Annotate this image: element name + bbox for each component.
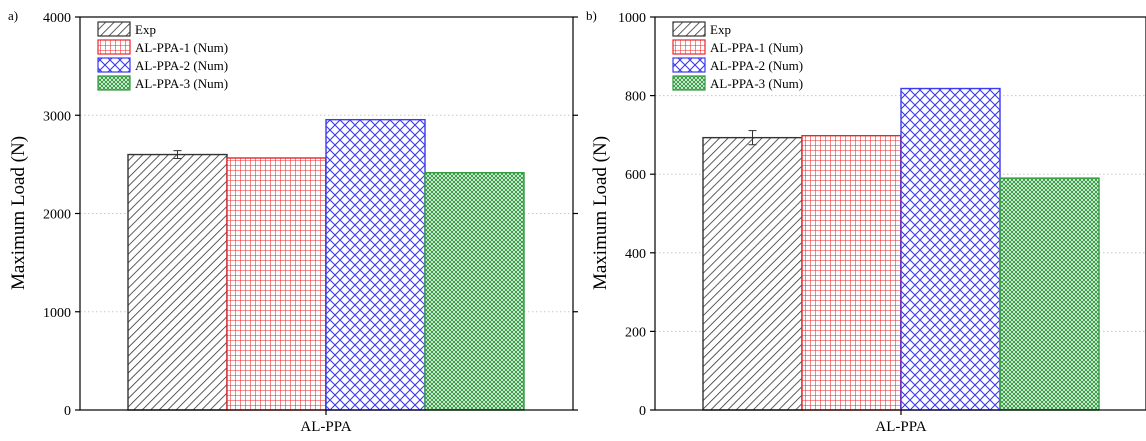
- legend-label: AL-PPA-1 (Num): [135, 40, 228, 55]
- legend-label: Exp: [710, 22, 731, 37]
- bar-1: [702, 136, 803, 411]
- y-tick-label: 600: [625, 168, 646, 183]
- panel-label: a): [8, 8, 18, 23]
- legend: Exp AL-PPA-1 (Num) AL-PPA-2 (Num) AL-PPA-3 …: [672, 21, 803, 91]
- chart-panel-a: a) Maximum Load (N) 0 1000 2000 3000 4000 AL-…: [8, 8, 578, 435]
- legend-label: AL-PPA-2 (Num): [135, 58, 228, 73]
- legend-swatch: [97, 39, 131, 55]
- y-tick-label: 3000: [43, 109, 71, 124]
- error-bar: [173, 150, 182, 159]
- y-tick-label: 2000: [43, 208, 71, 223]
- y-axis-label: Maximum Load (N): [8, 136, 29, 290]
- legend-swatch: [672, 21, 706, 37]
- bar-3: [900, 87, 1001, 411]
- legend-swatch: [97, 21, 131, 37]
- y-tick-label: 0: [64, 404, 71, 419]
- chart-panel-b: b) Maximum Load (N) 0 200 400 600 800 1000 AL-…: [586, 8, 1146, 435]
- legend-swatch: [672, 57, 706, 73]
- y-tick-label: 400: [625, 247, 646, 262]
- bar-4: [424, 172, 525, 411]
- error-bar: [748, 130, 757, 146]
- y-tick-label: 0: [639, 404, 646, 419]
- panel-label: b): [586, 8, 597, 23]
- bar-3: [325, 118, 426, 411]
- legend-swatch: [672, 75, 706, 91]
- bar-1: [127, 153, 228, 411]
- x-tick-label: AL-PPA: [875, 419, 926, 435]
- legend-label: AL-PPA-3 (Num): [135, 76, 228, 91]
- bar-2: [226, 157, 327, 411]
- y-tick-label: 1000: [618, 11, 646, 26]
- legend-swatch: [97, 75, 131, 91]
- legend-swatch: [672, 39, 706, 55]
- legend-label: AL-PPA-3 (Num): [710, 76, 803, 91]
- legend-swatch: [97, 57, 131, 73]
- y-tick-label: 800: [625, 90, 646, 105]
- y-axis-label: Maximum Load (N): [590, 136, 611, 290]
- bar-4: [999, 177, 1100, 411]
- legend: Exp AL-PPA-1 (Num) AL-PPA-2 (Num) AL-PPA-3 …: [97, 21, 228, 91]
- legend-label: Exp: [135, 22, 156, 37]
- legend-label: AL-PPA-2 (Num): [710, 58, 803, 73]
- x-tick-label: AL-PPA: [300, 419, 351, 435]
- bar-2: [801, 134, 902, 411]
- y-tick-label: 4000: [43, 11, 71, 26]
- legend-label: AL-PPA-1 (Num): [710, 40, 803, 55]
- y-tick-label: 200: [625, 325, 646, 340]
- y-tick-label: 1000: [43, 306, 71, 321]
